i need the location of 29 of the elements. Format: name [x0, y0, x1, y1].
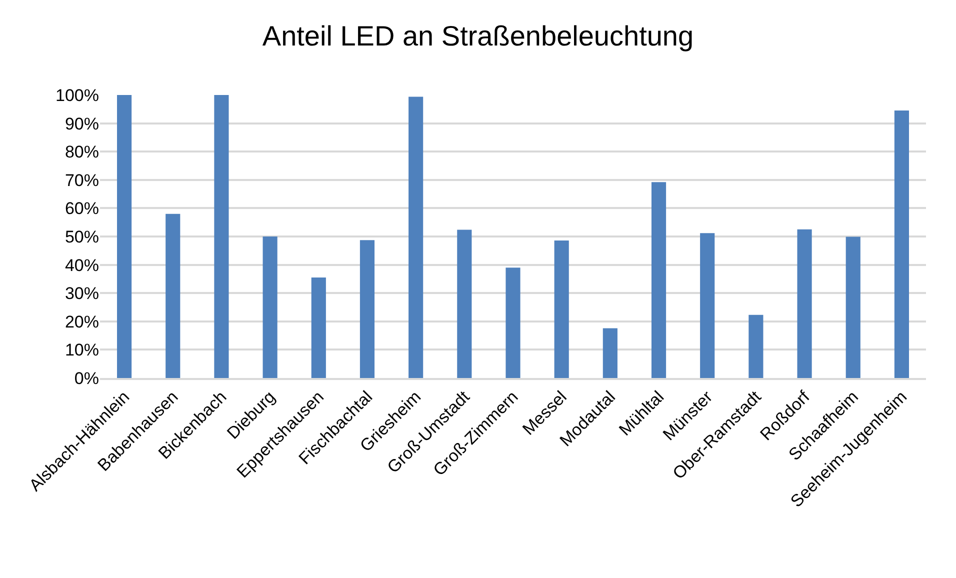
- bar: [311, 278, 326, 378]
- y-tick-label: 60%: [64, 199, 99, 218]
- y-tick-label: 100%: [56, 86, 99, 105]
- y-tick-label: 0%: [74, 368, 99, 388]
- bar: [360, 240, 375, 378]
- y-tick-label: 80%: [64, 142, 99, 162]
- y-tick-label: 50%: [64, 227, 99, 246]
- y-tick-label: 90%: [64, 114, 99, 134]
- y-tick-label: 40%: [64, 256, 99, 275]
- bar: [748, 314, 764, 378]
- bar: [797, 229, 812, 378]
- bar: [408, 96, 424, 378]
- y-tick-label: 70%: [64, 170, 99, 190]
- bar: [894, 110, 909, 378]
- chart-title: Anteil LED an Straßenbeleuchtung: [262, 20, 694, 52]
- bar: [651, 182, 666, 378]
- bar: [262, 236, 278, 378]
- bar: [700, 233, 715, 378]
- bar: [117, 95, 132, 378]
- y-tick-label: 30%: [64, 284, 99, 304]
- bar: [554, 240, 569, 378]
- bar: [846, 236, 860, 378]
- bar: [506, 268, 520, 378]
- y-tick-label: 20%: [64, 312, 99, 332]
- y-tick-label: 10%: [64, 340, 99, 360]
- bar: [457, 230, 472, 378]
- bar: [214, 95, 229, 378]
- bar: [166, 214, 180, 378]
- bar: [602, 328, 618, 378]
